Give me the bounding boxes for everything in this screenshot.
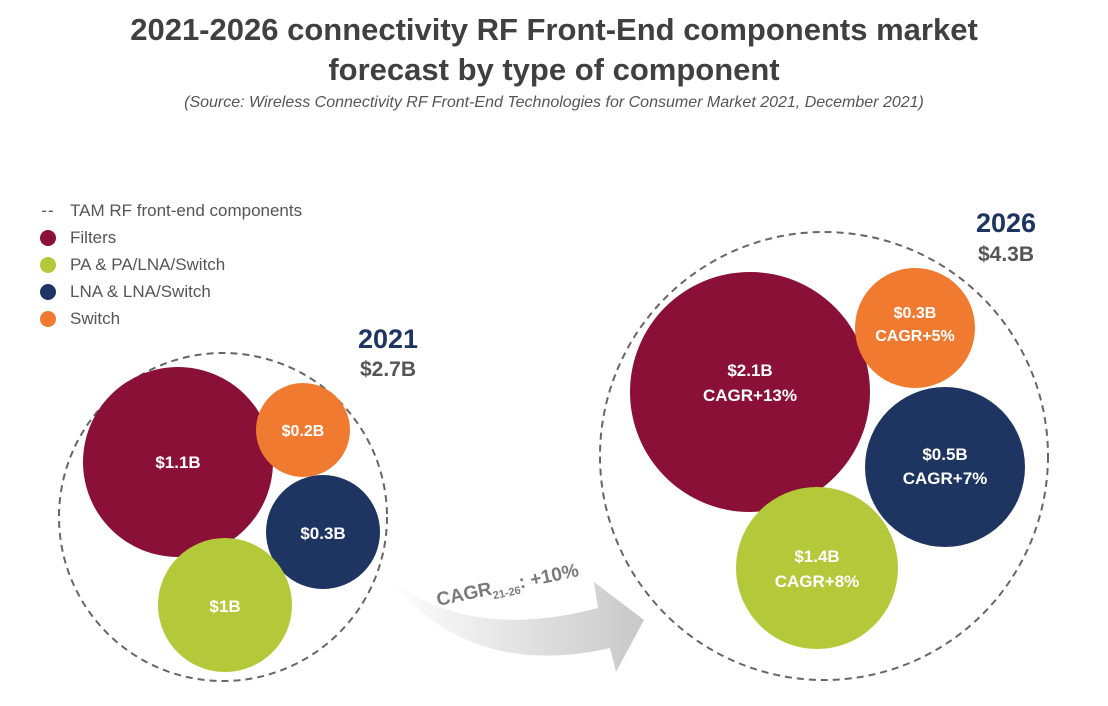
- legend-label-filters: Filters: [70, 227, 117, 247]
- chart-title: 2021-2026 connectivity RF Front-End comp…: [0, 10, 1108, 90]
- legend-label-switch: Switch: [70, 308, 121, 328]
- legend-item-switch: Switch: [40, 305, 302, 332]
- group-total-2026: $4.3B: [978, 243, 1034, 266]
- group-2021: 2021 $2.7B $1.1B $0.2B $0.3B $1B: [58, 324, 418, 682]
- legend-swatch-filters: [40, 229, 56, 246]
- growth-arrow: [388, 578, 644, 672]
- bubble-2026-pa: [736, 487, 898, 649]
- bubble-2026-filters: [630, 272, 870, 512]
- tam-boundary-2021: [58, 352, 388, 682]
- bubble-2021-pa: [158, 538, 292, 672]
- tam-boundary-2026: [599, 231, 1049, 681]
- legend-swatch-pa: [40, 256, 56, 273]
- group-2026: 2026 $4.3B $2.1B CAGR+13% $0.3B CAGR+5% …: [599, 208, 1049, 681]
- bubble-label-2021-switch: $0.2B: [282, 423, 325, 440]
- legend-swatch-lna: [40, 283, 56, 300]
- chart-title-line-1: 2021-2026 connectivity RF Front-End comp…: [130, 12, 978, 47]
- bubble-label-2021-filters: $1.1B: [155, 453, 200, 472]
- arrow-label-prefix: CAGR: [435, 579, 494, 611]
- legend-item-filters: Filters: [40, 224, 302, 251]
- legend-swatch-switch: [40, 310, 56, 327]
- bubble-cagr-2026-lna: CAGR+7%: [903, 469, 988, 488]
- bubble-cagr-2026-switch: CAGR+5%: [875, 328, 955, 345]
- bubble-2021-switch: [256, 383, 350, 477]
- arrow-label-subscript: 21-26: [492, 585, 522, 603]
- legend-item-tam: -- TAM RF front-end components: [40, 197, 302, 224]
- bubble-label-2026-switch: $0.3B: [894, 305, 937, 322]
- bubble-label-2021-pa: $1B: [209, 597, 240, 616]
- group-year-2021: 2021: [358, 324, 418, 354]
- bubble-cagr-2026-pa: CAGR+8%: [775, 572, 860, 591]
- bubble-label-2021-lna: $0.3B: [300, 524, 345, 543]
- legend-item-lna: LNA & LNA/Switch: [40, 278, 302, 305]
- bubble-2026-lna: [865, 387, 1025, 547]
- group-year-2026: 2026: [976, 208, 1036, 238]
- legend-label-lna: LNA & LNA/Switch: [70, 281, 211, 301]
- chart-source: (Source: Wireless Connectivity RF Front-…: [184, 94, 924, 111]
- bubble-label-2026-lna: $0.5B: [922, 445, 967, 464]
- legend-label-pa: PA & PA/LNA/Switch: [70, 254, 226, 274]
- bubble-2021-lna: [266, 475, 380, 589]
- growth-arrow-label: CAGR21-26: +10%: [435, 560, 582, 614]
- chart-title-line-2: forecast by type of component: [328, 52, 780, 87]
- bubble-2026-switch: [855, 268, 975, 388]
- group-total-2021: $2.7B: [360, 358, 416, 381]
- bubble-2021-filters: [83, 367, 273, 557]
- legend: -- TAM RF front-end components Filters P…: [40, 197, 302, 332]
- bubble-cagr-2026-filters: CAGR+13%: [703, 386, 797, 405]
- arrow-label-suffix: : +10%: [517, 560, 581, 593]
- bubble-label-2026-pa: $1.4B: [794, 547, 839, 566]
- legend-item-pa: PA & PA/LNA/Switch: [40, 251, 302, 278]
- legend-label-tam: TAM RF front-end components: [70, 200, 303, 220]
- legend-dash-marker: --: [41, 200, 55, 220]
- bubble-label-2026-filters: $2.1B: [727, 361, 772, 380]
